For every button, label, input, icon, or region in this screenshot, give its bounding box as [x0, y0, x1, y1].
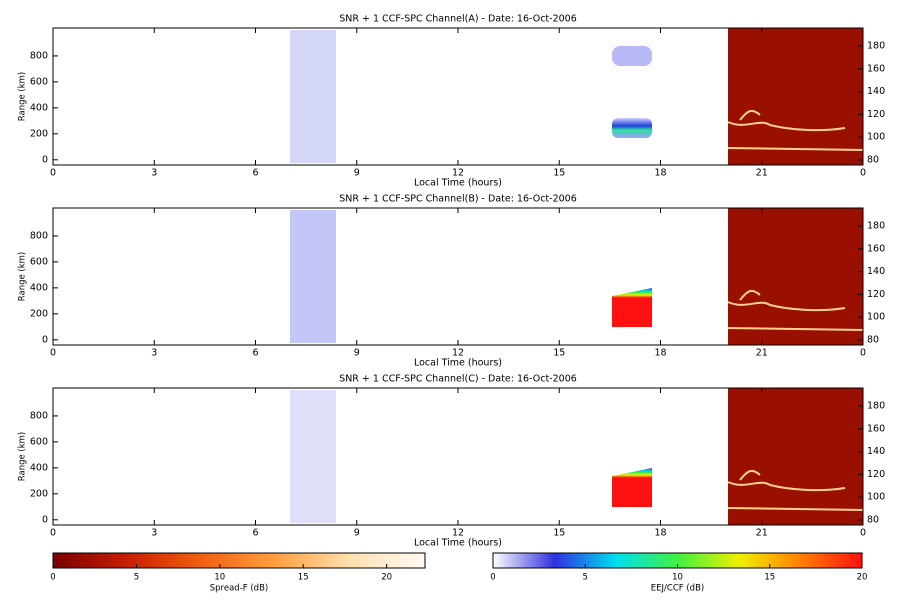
y-tick-label: 0: [42, 334, 48, 345]
x-tick-label: 12: [452, 168, 464, 179]
x-axis-label: Local Time (hours): [414, 358, 502, 369]
x-axis-label: Local Time (hours): [414, 178, 502, 189]
y-axis-label: Range (km): [18, 72, 28, 121]
x-tick-label: 12: [452, 348, 464, 359]
colorbar-tick-label: 10: [214, 573, 225, 583]
y-tick-label: 0: [42, 154, 48, 165]
panel-title: SNR + 1 CCF-SPC Channel(C) - Date: 16-Oc…: [339, 374, 577, 385]
x-tick-label: 3: [151, 348, 157, 359]
y-tick-label: 600: [30, 76, 48, 87]
x-tick-label: 0: [860, 528, 866, 539]
y2-tick-label: 180: [867, 221, 885, 232]
y-tick-label: 0: [42, 514, 48, 525]
colorbar-tick-label: 5: [134, 573, 139, 583]
x-tick-label: 0: [50, 348, 56, 359]
x-tick-label: 18: [654, 348, 666, 359]
colorbar-tick-label: 5: [583, 573, 588, 583]
y-tick-label: 600: [30, 436, 48, 447]
y2-tick-label: 140: [867, 446, 885, 457]
y2-tick-label: 180: [867, 41, 885, 52]
y2-tick-label: 100: [867, 492, 885, 503]
y-tick-label: 600: [30, 256, 48, 267]
y2-tick-label: 160: [867, 423, 885, 434]
colorbar-tick-label: 20: [857, 573, 868, 583]
panel-b-image: [290, 208, 864, 345]
x-tick-label: 15: [553, 168, 565, 179]
x-tick-label: 0: [50, 168, 56, 179]
colorbar-label: EEJ/CCF (dB): [651, 584, 704, 594]
y-tick-label: 800: [30, 50, 48, 61]
panel-title: SNR + 1 CCF-SPC Channel(A) - Date: 16-Oc…: [339, 14, 577, 25]
x-tick-label: 12: [452, 528, 464, 539]
x-tick-label: 3: [151, 168, 157, 179]
y2-tick-label: 120: [867, 469, 885, 480]
x-tick-label: 0: [860, 348, 866, 359]
x-tick-label: 15: [553, 348, 565, 359]
x-tick-label: 9: [354, 168, 360, 179]
y-tick-label: 200: [30, 308, 48, 319]
colorbar-tick-label: 15: [764, 573, 775, 583]
x-tick-label: 18: [654, 528, 666, 539]
y-tick-label: 400: [30, 462, 48, 473]
y2-tick-label: 80: [867, 154, 879, 165]
y2-tick-label: 160: [867, 243, 885, 254]
x-tick-label: 15: [553, 528, 565, 539]
y-tick-label: 200: [30, 128, 48, 139]
y2-tick-label: 140: [867, 266, 885, 277]
y-tick-label: 200: [30, 488, 48, 499]
colorbar-tick-label: 20: [381, 573, 392, 583]
y2-tick-label: 100: [867, 132, 885, 143]
colorbar-tick-label: 0: [490, 573, 495, 583]
x-tick-label: 21: [756, 528, 768, 539]
y-tick-label: 400: [30, 282, 48, 293]
y2-tick-label: 100: [867, 312, 885, 323]
x-tick-label: 6: [252, 168, 258, 179]
colorbar-label: Spread-F (dB): [210, 584, 268, 594]
x-tick-label: 9: [354, 348, 360, 359]
x-axis-label: Local Time (hours): [414, 538, 502, 549]
x-tick-label: 21: [756, 348, 768, 359]
x-tick-label: 0: [50, 528, 56, 539]
panel-a-image: [290, 28, 864, 165]
x-tick-label: 18: [654, 168, 666, 179]
y2-tick-label: 80: [867, 514, 879, 525]
colorbar-tick-label: 15: [298, 573, 309, 583]
y-tick-label: 800: [30, 410, 48, 421]
colorbar-tick-label: 10: [672, 573, 683, 583]
y-axis-label: Range (km): [18, 432, 28, 481]
x-tick-label: 3: [151, 528, 157, 539]
y2-tick-label: 180: [867, 401, 885, 412]
y2-tick-label: 80: [867, 334, 879, 345]
y2-tick-label: 120: [867, 289, 885, 300]
x-tick-label: 0: [860, 168, 866, 179]
x-tick-label: 21: [756, 168, 768, 179]
x-tick-label: 9: [354, 528, 360, 539]
y2-tick-label: 160: [867, 63, 885, 74]
panel-title: SNR + 1 CCF-SPC Channel(B) - Date: 16-Oc…: [339, 194, 577, 205]
y2-tick-label: 120: [867, 109, 885, 120]
y-axis-label: Range (km): [18, 252, 28, 301]
y2-tick-label: 140: [867, 86, 885, 97]
x-tick-label: 6: [252, 528, 258, 539]
colorbar-tick-label: 0: [50, 573, 55, 583]
x-tick-label: 6: [252, 348, 258, 359]
colorbar: [52, 552, 426, 569]
y-tick-label: 800: [30, 230, 48, 241]
panel-c-image: [290, 388, 864, 525]
y-tick-label: 400: [30, 102, 48, 113]
